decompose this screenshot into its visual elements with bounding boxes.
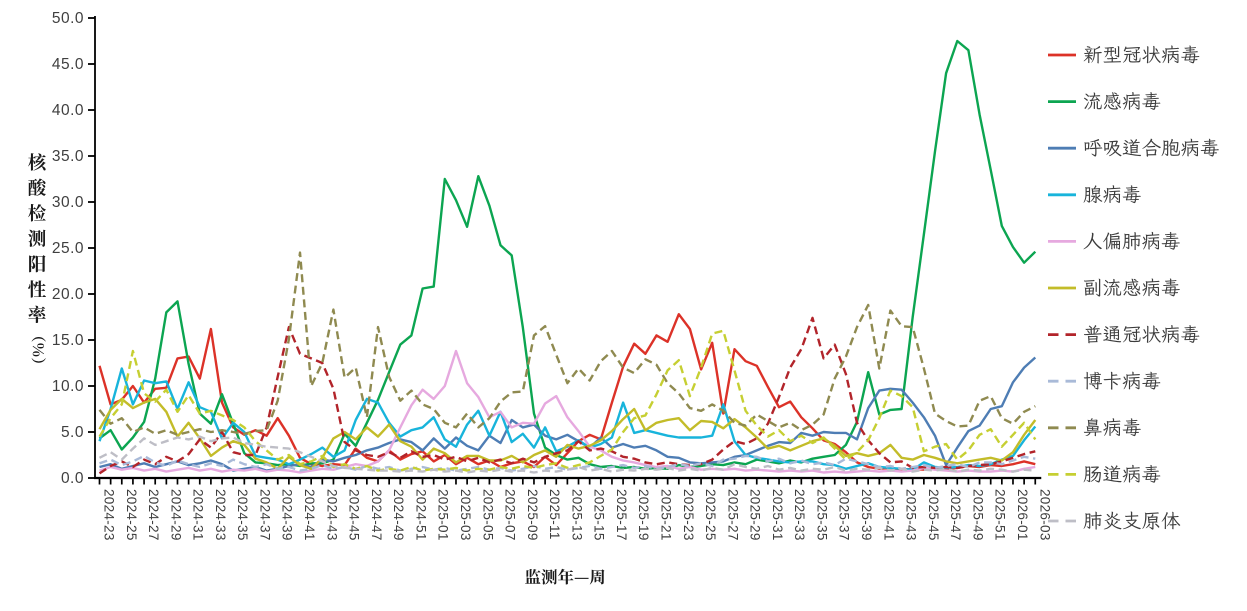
svg-text:2025-39: 2025-39 xyxy=(859,489,874,541)
svg-text:2025-19: 2025-19 xyxy=(636,489,651,541)
svg-text:2024-29: 2024-29 xyxy=(168,489,183,541)
svg-text:2025-35: 2025-35 xyxy=(814,489,829,541)
svg-text:10.0: 10.0 xyxy=(52,378,84,395)
svg-text:2024-47: 2024-47 xyxy=(369,489,384,541)
svg-text:2025-51: 2025-51 xyxy=(993,489,1008,541)
svg-text:20.0: 20.0 xyxy=(52,286,84,303)
svg-text:2024-43: 2024-43 xyxy=(324,489,339,541)
svg-text:2024-25: 2024-25 xyxy=(124,489,139,541)
svg-text:0.0: 0.0 xyxy=(61,470,84,487)
legend xyxy=(1048,45,1219,530)
svg-text:2025-45: 2025-45 xyxy=(926,489,941,541)
legend-label-commoncov xyxy=(1083,325,1200,344)
svg-text:2024-49: 2024-49 xyxy=(391,489,406,541)
svg-text:30.0: 30.0 xyxy=(52,194,84,211)
svg-text:2025-31: 2025-31 xyxy=(770,489,785,541)
svg-text:35.0: 35.0 xyxy=(52,148,84,165)
legend-item-entero xyxy=(1048,464,1161,483)
svg-text:2025-43: 2025-43 xyxy=(904,489,919,541)
series-line-commoncov xyxy=(98,316,1036,475)
svg-text:2025-29: 2025-29 xyxy=(748,489,763,541)
y-axis-title-char xyxy=(28,280,47,298)
legend-item-covid xyxy=(1048,45,1200,64)
svg-text:2024-41: 2024-41 xyxy=(302,489,317,541)
series-line-entero xyxy=(98,329,1037,472)
legend-item-myco xyxy=(1048,511,1181,530)
svg-text:25.0: 25.0 xyxy=(52,240,84,257)
svg-text:2026-03: 2026-03 xyxy=(1037,489,1052,541)
svg-text:45.0: 45.0 xyxy=(52,56,84,73)
legend-label-adeno xyxy=(1083,185,1141,204)
y-axis-title-char xyxy=(28,204,46,222)
y-axis-title-char xyxy=(29,255,46,273)
svg-text:2024-33: 2024-33 xyxy=(213,489,228,541)
svg-text:2025-41: 2025-41 xyxy=(881,489,896,541)
y-axis-title-char xyxy=(28,178,46,196)
svg-text:2024-23: 2024-23 xyxy=(102,489,117,541)
legend-label-hmpv xyxy=(1083,231,1180,251)
svg-text:2025-15: 2025-15 xyxy=(592,489,607,541)
svg-text:2025-13: 2025-13 xyxy=(569,489,584,541)
legend-item-hmpv xyxy=(1048,231,1180,251)
legend-label-flu xyxy=(1084,92,1161,110)
legend-label-boca xyxy=(1083,371,1161,390)
legend-item-adeno xyxy=(1048,185,1141,204)
legend-label-entero xyxy=(1083,464,1161,483)
series-line-flu xyxy=(98,39,1037,470)
svg-text:2025-09: 2025-09 xyxy=(525,489,540,541)
svg-text:2025-25: 2025-25 xyxy=(703,489,718,541)
svg-text:2025-11: 2025-11 xyxy=(547,489,562,540)
svg-text:15.0: 15.0 xyxy=(52,332,84,349)
legend-label-rhino xyxy=(1083,418,1141,437)
y-axis-title-char xyxy=(28,153,46,171)
legend-label-covid xyxy=(1083,45,1200,64)
svg-text:2025-27: 2025-27 xyxy=(725,489,740,541)
legend-item-paraflu xyxy=(1048,278,1180,297)
y-axis-title-char xyxy=(28,305,46,324)
svg-text:2025-23: 2025-23 xyxy=(681,489,696,541)
x-axis-ticks-and-labels: 2024-23 2024-25 2024-27 2024-29 2024-31 2024-… xyxy=(98,478,1052,541)
legend-item-commoncov xyxy=(1048,325,1200,344)
svg-text:2026-01: 2026-01 xyxy=(1015,489,1030,541)
svg-text:5.0: 5.0 xyxy=(61,424,84,441)
svg-text:2024-27: 2024-27 xyxy=(146,489,161,541)
svg-text:2024-39: 2024-39 xyxy=(280,489,295,541)
svg-text:2024-35: 2024-35 xyxy=(235,489,250,541)
svg-text:2025-03: 2025-03 xyxy=(458,489,473,541)
svg-text:2024-51: 2024-51 xyxy=(413,489,428,541)
series-line-rhino xyxy=(98,251,1036,436)
y-axis-title xyxy=(28,153,47,363)
legend-item-rhino xyxy=(1048,418,1141,437)
svg-text:2025-21: 2025-21 xyxy=(659,489,674,541)
svg-text:40.0: 40.0 xyxy=(52,102,84,119)
svg-text:2025-47: 2025-47 xyxy=(948,489,963,541)
svg-text:2024-45: 2024-45 xyxy=(347,489,362,541)
series-line-myco xyxy=(98,435,1036,474)
y-axis-title-char xyxy=(28,229,46,247)
svg-text:2024-31: 2024-31 xyxy=(191,489,206,541)
svg-text:2025-37: 2025-37 xyxy=(837,489,852,541)
x-axis-title xyxy=(525,568,605,585)
series-line-hmpv xyxy=(99,349,1036,474)
svg-text:2025-05: 2025-05 xyxy=(480,489,495,541)
svg-text:50.0: 50.0 xyxy=(52,10,84,27)
legend-label-rsv xyxy=(1084,138,1219,157)
legend-item-boca xyxy=(1048,371,1161,390)
legend-item-rsv xyxy=(1048,138,1219,157)
legend-label-paraflu xyxy=(1083,278,1180,297)
svg-text:2025-01: 2025-01 xyxy=(436,489,451,541)
y-axis-ticks-and-labels: 0.0 5.0 10.0 15.0 20.0 25.0 30.0 35.0 40.0 45.0 50… xyxy=(52,10,95,487)
svg-text:2024-37: 2024-37 xyxy=(257,489,272,541)
legend-item-flu xyxy=(1048,92,1161,110)
svg-text:2025-17: 2025-17 xyxy=(614,489,629,541)
svg-text:2025-49: 2025-49 xyxy=(970,489,985,541)
legend-label-myco xyxy=(1083,511,1181,530)
svg-text:2025-33: 2025-33 xyxy=(792,489,807,541)
svg-text:2025-07: 2025-07 xyxy=(503,489,518,541)
y-axis-title-unit xyxy=(31,337,46,363)
